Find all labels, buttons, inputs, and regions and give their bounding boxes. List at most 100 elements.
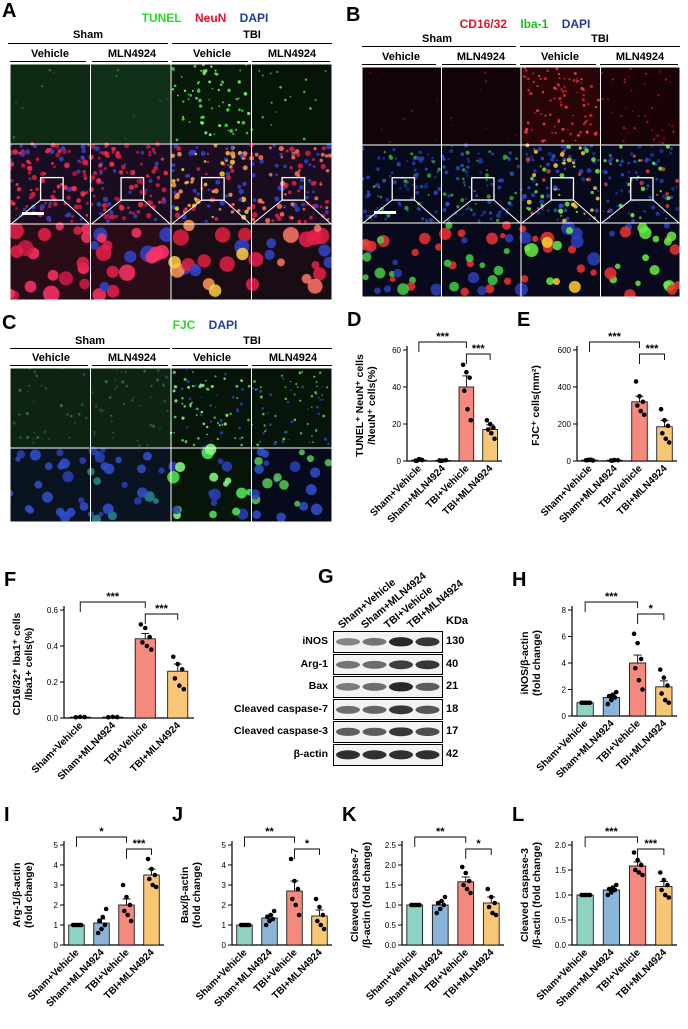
y-tick-label: 2: [222, 901, 227, 910]
significance-label: ***: [605, 591, 619, 603]
group-sham-a: Sham: [73, 29, 103, 41]
blot-band: [415, 705, 440, 714]
data-point: [175, 661, 181, 667]
significance-bracket: [418, 341, 467, 352]
significance-label: ***: [608, 331, 622, 343]
y-tick-label: 0: [222, 941, 227, 950]
blot-band: [389, 659, 413, 669]
data-point: [666, 895, 672, 900]
data-point: [665, 683, 670, 688]
divider: [252, 61, 330, 62]
bar: [629, 865, 647, 946]
col-mln-c2: MLN4924: [268, 352, 318, 364]
y-tick-label: 2.0: [385, 861, 397, 870]
data-point: [666, 700, 672, 706]
data-point: [240, 922, 245, 928]
data-point: [640, 872, 645, 878]
y-tick-label: 0.5: [385, 921, 397, 930]
data-point: [659, 691, 664, 696]
significance-label: ***: [106, 591, 120, 603]
data-point: [271, 908, 277, 914]
significance-bracket: [414, 836, 467, 847]
data-point: [435, 900, 441, 906]
data-point: [295, 886, 301, 892]
y-axis-label: /NeuN⁺ cells(%): [366, 366, 378, 444]
data-point: [95, 930, 101, 936]
divider: [600, 64, 678, 65]
divider: [10, 365, 88, 366]
y-tick-label: 4: [222, 861, 227, 870]
data-point: [140, 640, 145, 645]
significance-bracket: [244, 836, 295, 847]
data-point: [410, 902, 415, 908]
data-point: [437, 906, 443, 912]
y-tick-label: 0: [54, 941, 59, 950]
blot-strip: [333, 631, 443, 653]
blot-bands: [336, 682, 440, 692]
y-tick-label: 2: [54, 901, 59, 910]
y-tick-label: 40: [392, 383, 401, 392]
data-point: [296, 912, 302, 918]
data-point: [73, 714, 79, 720]
data-point: [288, 856, 294, 862]
data-point: [145, 856, 151, 862]
data-point: [102, 922, 108, 928]
data-point: [637, 393, 642, 399]
data-point: [181, 686, 187, 692]
data-point: [100, 914, 106, 920]
micrograph-svg: [10, 64, 332, 300]
blot-bands: [336, 705, 440, 715]
blot-band: [389, 750, 413, 760]
micrograph-grid-b: [362, 67, 680, 297]
data-point: [485, 427, 491, 432]
data-point: [313, 896, 319, 902]
y-axis-label: Cleaved caspase-3: [519, 848, 531, 942]
y-axis-label: (fold change): [191, 862, 203, 928]
bar: [236, 924, 253, 946]
significance-label: ***: [155, 603, 169, 615]
legend-dapi: DAPI: [208, 318, 238, 332]
y-tick-label: 3: [54, 881, 59, 890]
data-point: [631, 631, 637, 637]
blot-band: [362, 728, 387, 737]
data-point: [665, 423, 671, 429]
data-point: [613, 882, 619, 888]
col-vehicle-a1: Vehicle: [31, 48, 69, 60]
data-point: [138, 622, 144, 627]
data-point: [459, 864, 465, 870]
y-tick-label: 0: [562, 712, 567, 721]
panel-label: K: [342, 804, 357, 826]
data-point: [466, 878, 472, 884]
data-point: [641, 412, 647, 418]
blot-bands: [336, 750, 440, 760]
significance-bracket: [144, 613, 179, 624]
group-tbi-a: TBI: [243, 29, 261, 41]
data-point: [152, 872, 158, 878]
panel-label-a: A: [2, 0, 17, 22]
col-mln-a2: MLN4924: [267, 48, 317, 60]
y-axis-label: iNOS/β-actin: [519, 632, 531, 695]
data-point: [125, 912, 131, 918]
data-point: [640, 687, 645, 692]
divider: [172, 61, 248, 62]
data-point: [144, 643, 150, 649]
group-sham-b: Sham: [422, 33, 452, 45]
data-point: [265, 914, 270, 920]
data-point: [606, 693, 612, 699]
y-tick-label: 2.5: [385, 841, 397, 850]
significance-bracket: [79, 601, 146, 612]
bar: [482, 902, 500, 946]
blot-strip: [333, 698, 443, 721]
data-point: [488, 894, 494, 900]
significance-bracket: [465, 848, 492, 859]
data-point: [658, 406, 664, 412]
significance-bracket: [637, 848, 665, 859]
data-point: [320, 912, 326, 918]
micrograph-grid-a: [10, 64, 332, 300]
data-point: [490, 910, 495, 916]
significance-label: ***: [472, 343, 486, 355]
kda-value: 130: [446, 635, 465, 647]
panel-label-b: B: [346, 4, 361, 26]
data-point: [268, 912, 274, 918]
data-point: [487, 421, 493, 427]
